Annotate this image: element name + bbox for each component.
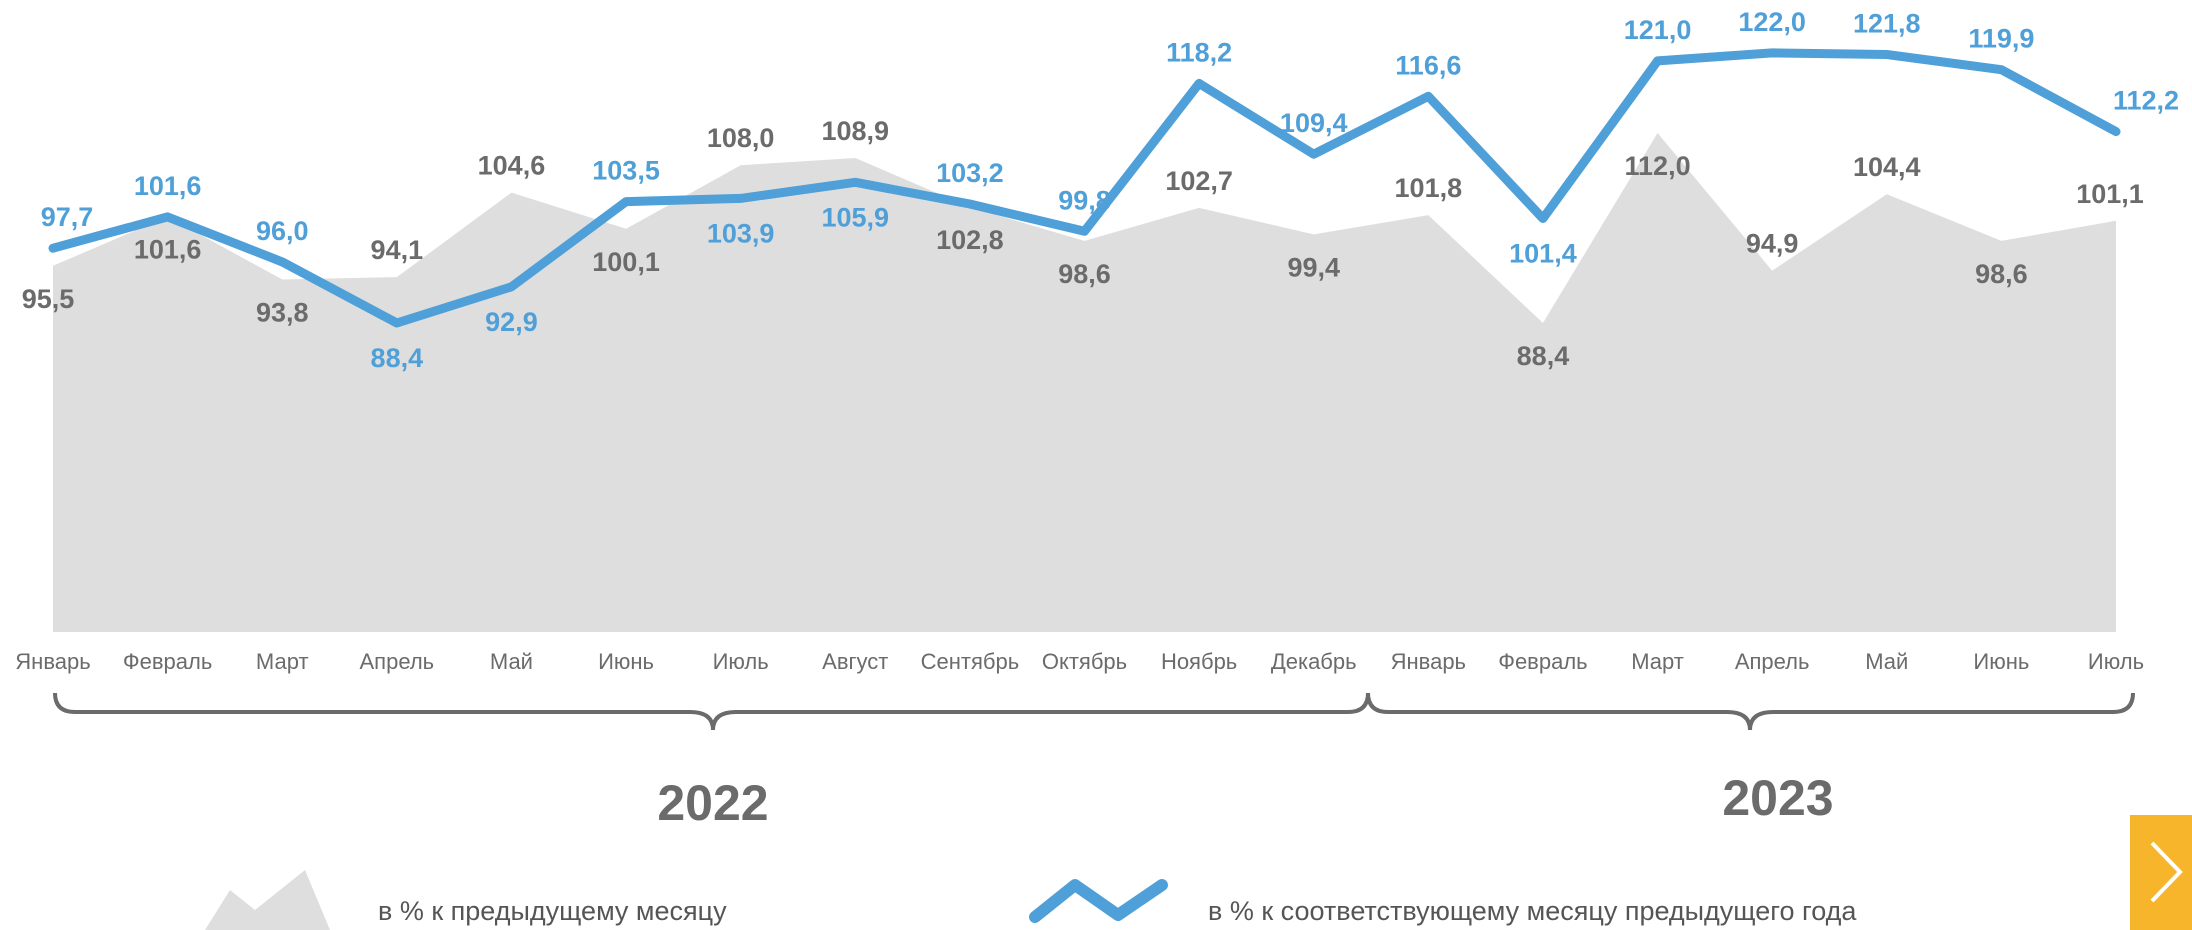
area-data-label: 99,4 bbox=[1287, 252, 1340, 282]
line-data-label: 92,9 bbox=[485, 307, 538, 337]
area-data-label: 101,8 bbox=[1395, 173, 1463, 203]
x-tick-label: Март bbox=[1631, 649, 1684, 674]
line-data-label: 99,8 bbox=[1058, 185, 1111, 215]
x-tick-label: Май bbox=[490, 649, 533, 674]
line-data-label: 121,8 bbox=[1853, 8, 1921, 38]
x-tick-label: Июнь bbox=[1973, 649, 2029, 674]
line-data-label: 88,4 bbox=[371, 343, 424, 373]
legend-area-label: в % к предыдущему месяцу bbox=[378, 896, 727, 926]
line-data-label: 103,9 bbox=[707, 218, 775, 248]
area-data-label: 98,6 bbox=[1058, 259, 1111, 289]
line-data-label: 118,2 bbox=[1166, 37, 1232, 67]
area-data-label: 112,0 bbox=[1625, 151, 1691, 181]
x-tick-label: Октябрь bbox=[1042, 649, 1127, 674]
brace-2022 bbox=[53, 692, 1370, 731]
year-label-2023: 2023 bbox=[1722, 770, 1833, 826]
legend-line-label: в % к соответствующему месяцу предыдущег… bbox=[1208, 896, 1857, 926]
line-data-label: 103,2 bbox=[936, 158, 1004, 188]
area-data-label: 101,1 bbox=[2076, 179, 2144, 209]
x-tick-label: Апрель bbox=[1735, 649, 1810, 674]
line-data-label: 96,0 bbox=[256, 216, 309, 246]
line-data-label: 109,4 bbox=[1280, 108, 1348, 138]
area-data-labels: 95,5 101,6 93,8 94,1 104,6 100,1 108,0 108,9 102… bbox=[22, 116, 2144, 371]
x-tick-label: Август bbox=[822, 649, 888, 674]
area-data-label: 104,6 bbox=[478, 151, 546, 181]
area-data-label: 98,6 bbox=[1975, 259, 2028, 289]
line-data-labels: 97,7 101,6 96,0 88,4 92,9 103,5 103,9 105,9 103,… bbox=[41, 7, 2179, 373]
x-tick-label: Июль bbox=[2088, 649, 2144, 674]
area-data-label: 88,4 bbox=[1517, 341, 1570, 371]
next-slide-button[interactable] bbox=[2130, 815, 2192, 930]
area-data-label: 94,1 bbox=[371, 235, 424, 265]
line-data-label: 103,5 bbox=[592, 156, 660, 186]
legend: в % к предыдущему месяцу в % к соответст… bbox=[205, 870, 1857, 930]
x-tick-label: Апрель bbox=[360, 649, 435, 674]
x-tick-label: Июль bbox=[713, 649, 769, 674]
area-data-label: 93,8 bbox=[256, 298, 309, 328]
x-tick-label: Декабрь bbox=[1271, 649, 1357, 674]
area-data-label: 102,8 bbox=[936, 225, 1004, 255]
legend-line-icon bbox=[1029, 879, 1168, 923]
area-series-prev-month bbox=[53, 133, 2116, 632]
area-data-label: 100,1 bbox=[592, 247, 660, 277]
area-data-label: 94,9 bbox=[1746, 229, 1799, 259]
line-data-label: 119,9 bbox=[1968, 24, 2034, 54]
area-data-label: 102,7 bbox=[1165, 166, 1233, 196]
area-data-label: 108,0 bbox=[707, 123, 775, 153]
brace-2023 bbox=[1366, 692, 2135, 731]
area-data-label: 108,9 bbox=[821, 116, 889, 146]
x-tick-label: Февраль bbox=[1498, 649, 1587, 674]
x-tick-label: Январь bbox=[1391, 649, 1466, 674]
area-data-label: 101,6 bbox=[134, 235, 202, 265]
x-tick-label: Март bbox=[256, 649, 309, 674]
line-data-label: 121,0 bbox=[1624, 15, 1692, 45]
area-data-label: 95,5 bbox=[22, 284, 75, 314]
x-tick-label: Февраль bbox=[123, 649, 212, 674]
line-data-label: 105,9 bbox=[821, 202, 889, 232]
chevron-right-icon bbox=[2150, 841, 2183, 903]
line-data-label: 97,7 bbox=[41, 202, 94, 232]
line-series-prev-year bbox=[48, 48, 2121, 328]
x-tick-label: Ноябрь bbox=[1161, 649, 1237, 674]
line-data-label: 101,6 bbox=[134, 171, 202, 201]
legend-area-icon bbox=[205, 870, 330, 930]
x-tick-label: Май bbox=[1865, 649, 1908, 674]
area-data-label: 104,4 bbox=[1853, 152, 1921, 182]
x-tick-label: Сентябрь bbox=[921, 649, 1020, 674]
x-axis-ticks: Январь Февраль Март Апрель Май Июнь Июль Август… bbox=[15, 649, 2144, 674]
line-data-label: 101,4 bbox=[1509, 238, 1577, 268]
x-tick-label: Июнь bbox=[598, 649, 654, 674]
x-tick-label: Январь bbox=[15, 649, 90, 674]
line-data-label: 116,6 bbox=[1395, 50, 1461, 80]
line-data-label: 122,0 bbox=[1738, 7, 1806, 37]
year-label-2022: 2022 bbox=[657, 775, 768, 831]
line-data-label: 112,2 bbox=[2113, 86, 2179, 116]
